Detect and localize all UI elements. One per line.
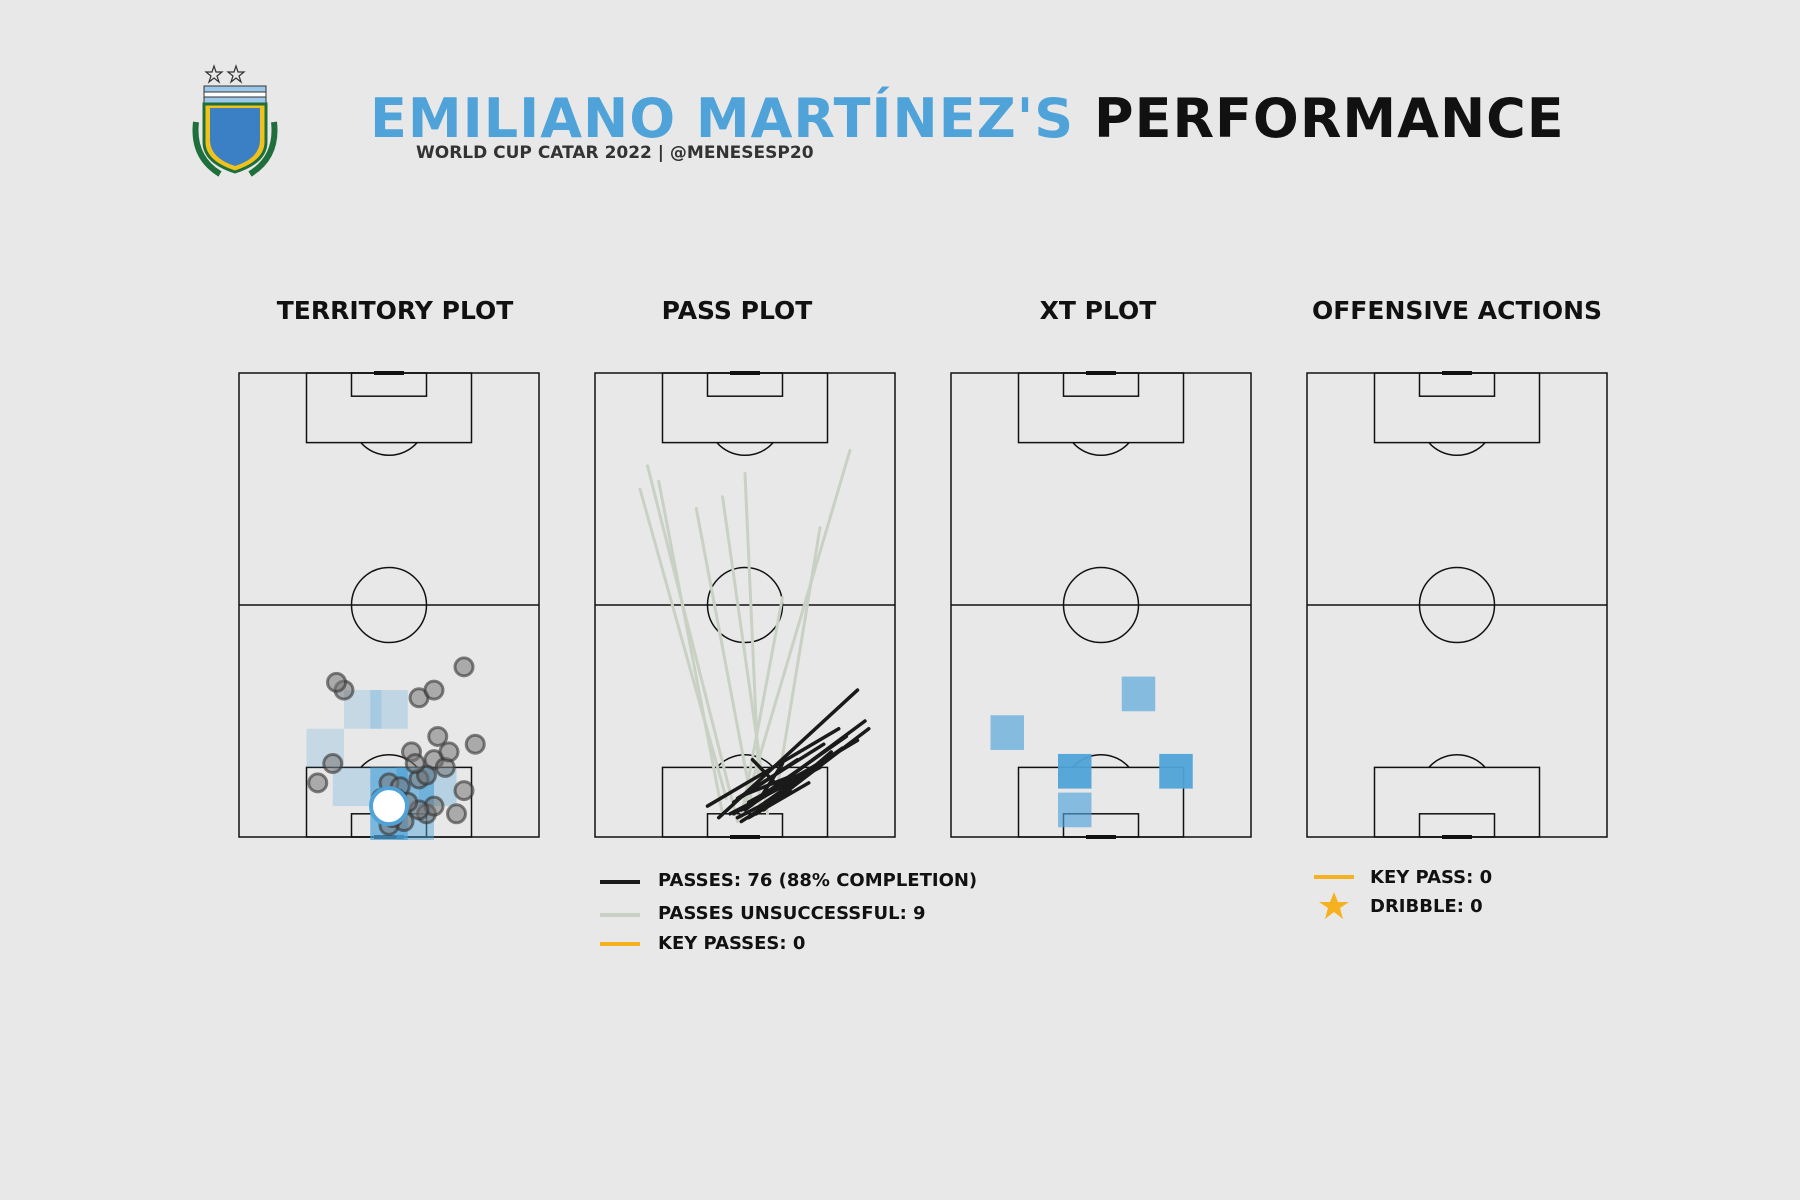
territory-heat-bin [370,690,408,729]
xt-bin [1121,676,1156,712]
territory-touch-point [322,753,344,775]
bottom-penalty-box [1017,766,1185,838]
xt-bin [1159,753,1193,789]
page-title: EMILIANO MARTÍNEZ'S PERFORMANCE [370,92,1565,146]
completed-pass-line [743,773,796,797]
xt-bin [990,715,1024,750]
xt-plot-title: XT PLOT [1039,296,1157,325]
top-penalty-box [1017,372,1185,444]
center-circle [1062,566,1140,644]
territory-plot-title: TERRITORY PLOT [276,296,514,325]
territory-touch-point [453,780,475,802]
territory-touch-point [326,671,347,693]
afa-crest-logo [192,64,278,177]
territory-touch-point [464,733,486,755]
title-performance: PERFORMANCE [1094,87,1565,150]
completed-pass-line [750,757,785,793]
top-penalty-arc [1072,442,1130,456]
unsuccessful-pass-line [694,506,754,808]
top-penalty-box [305,372,473,444]
legend-dribble-star-icon [1319,892,1349,919]
center-circle [350,566,428,644]
top-six-yard-box [1418,372,1496,397]
legend-keypass-label: KEY PASS: 0 [1370,867,1493,888]
xt-bin [1058,753,1092,789]
top-penalty-arc [1428,442,1486,456]
unsuccessful-pass-line [646,464,739,824]
territory-touch-point [423,679,445,701]
bottom-penalty-box [1373,766,1541,838]
xt-bins [990,676,1193,828]
pass-legend-swatches [600,880,640,946]
average-position-marker [369,786,409,827]
title-player-name: EMILIANO MARTÍNEZ'S [370,87,1075,150]
territory-touch-point [446,803,467,825]
top-penalty-box [661,372,829,444]
pitch-lines [1306,371,1608,839]
unsuccessful-pass-line [721,495,769,816]
top-penalty-arc [360,442,418,456]
completed-pass-line [735,742,826,801]
top-six-yard-box [350,372,428,397]
completed-pass-line [735,796,777,820]
top-penalty-box [1373,372,1541,444]
territory-touch-point [453,656,475,678]
xt-pitch [950,371,1252,839]
bottom-six-yard-box [1418,813,1496,838]
bottom-penalty-arc [1428,754,1486,768]
top-six-yard-box [1062,372,1140,397]
completed-passes [705,688,871,824]
territory-pitch [238,371,540,840]
pitch-lines [950,371,1252,839]
offensive-legend-swatches [1314,875,1354,919]
territory-touch-point [438,741,460,763]
pass-pitch [594,371,896,839]
xt-bin [1058,792,1092,828]
center-circle [1418,566,1496,644]
top-six-yard-box [706,372,784,397]
territory-touch-point [404,753,426,775]
unsuccessful-pass-line [743,448,852,808]
territory-touch-point [307,772,329,794]
territory-touch-point [427,725,449,747]
legend-key-label: KEY PASSES: 0 [658,933,806,954]
offensive-pitch [1306,371,1608,839]
completed-pass-line [765,726,871,808]
legend-dribble-label: DRIBBLE: 0 [1370,896,1483,917]
legend-completed-label: PASSES: 76 (88% COMPLETION) [658,870,978,891]
offensive-actions-title: OFFENSIVE ACTIONS [1311,296,1603,325]
legend-unsuccessful-label: PASSES UNSUCCESSFUL: 9 [658,903,926,924]
unsuccessful-pass-line [638,487,728,800]
completed-pass-line [732,738,860,816]
pitch-lines [594,371,896,839]
top-penalty-arc [716,442,774,456]
unsuccessful-pass-line [657,479,724,816]
unsuccessful-passes [638,448,852,824]
pass-plot-title: PASS PLOT [661,296,813,325]
page-subtitle: WORLD CUP CATAR 2022 | @MENESESP20 [416,143,814,163]
territory-heat-bin [332,767,371,807]
